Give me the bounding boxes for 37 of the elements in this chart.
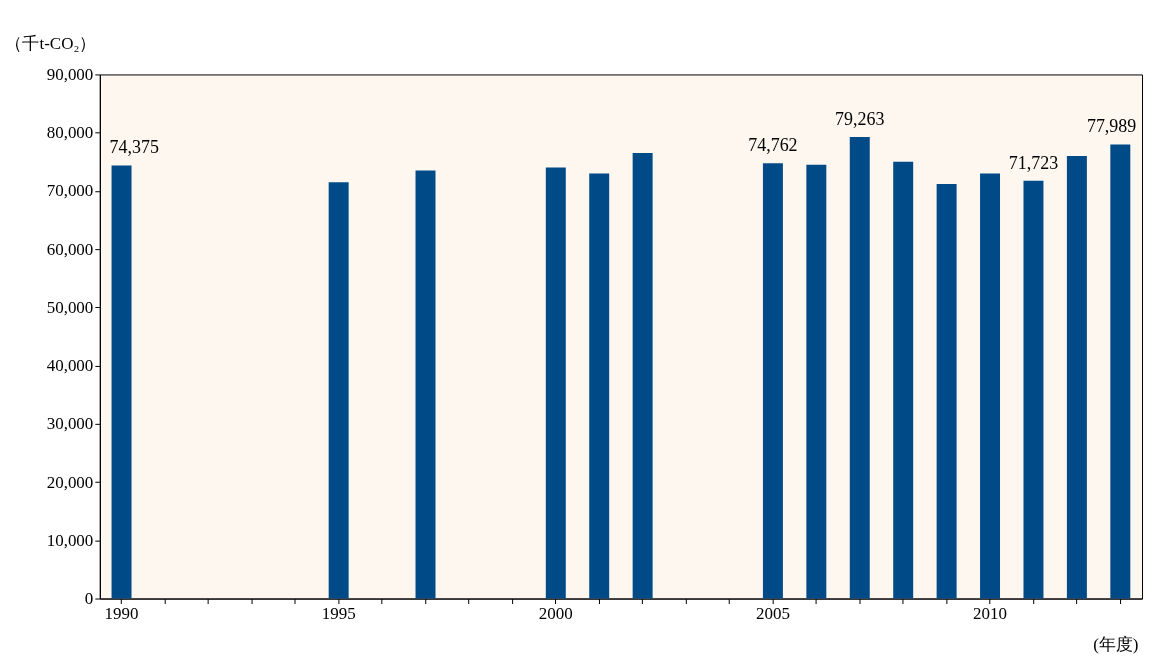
- data-label: 74,375: [109, 137, 159, 158]
- y-axis-title: （千t-CO₂）: [5, 33, 97, 53]
- data-label: 74,762: [748, 135, 798, 156]
- y-tick-label: 90,000: [46, 64, 94, 84]
- y-tick-label: 20,000: [46, 472, 94, 492]
- bar: [849, 136, 870, 599]
- bar: [328, 182, 349, 599]
- y-tick-label: 50,000: [46, 297, 94, 317]
- y-tick-label: 40,000: [46, 356, 94, 376]
- bar: [589, 173, 610, 599]
- x-tick-label: 1990: [104, 604, 139, 623]
- y-tick-label: 70,000: [46, 181, 94, 201]
- bar: [111, 165, 132, 599]
- x-tick-label: 2000: [538, 604, 573, 623]
- bar: [545, 167, 566, 599]
- bar: [1023, 180, 1044, 599]
- bar: [893, 161, 914, 599]
- x-tick-label: 2005: [755, 604, 790, 623]
- bar: [1066, 155, 1087, 599]
- bar: [806, 164, 827, 599]
- bar: [415, 170, 436, 599]
- y-tick-label: 80,000: [46, 123, 94, 143]
- bar: [632, 153, 653, 599]
- data-label: 79,263: [835, 108, 885, 129]
- bar: [936, 183, 957, 599]
- y-tick-label: 60,000: [46, 239, 94, 259]
- bar: [1110, 144, 1131, 599]
- y-tick-label: 0: [84, 589, 94, 609]
- y-tick-label: 30,000: [46, 414, 94, 434]
- data-label: 71,723: [1008, 152, 1059, 173]
- data-label: 77,989: [1086, 116, 1137, 137]
- y-tick-label: 10,000: [46, 530, 94, 550]
- x-tick-label: 1995: [321, 604, 356, 623]
- bar: [980, 173, 1001, 599]
- x-axis-title: (年度): [1093, 634, 1139, 654]
- bar: [762, 163, 783, 599]
- x-tick-label: 2010: [973, 604, 1008, 623]
